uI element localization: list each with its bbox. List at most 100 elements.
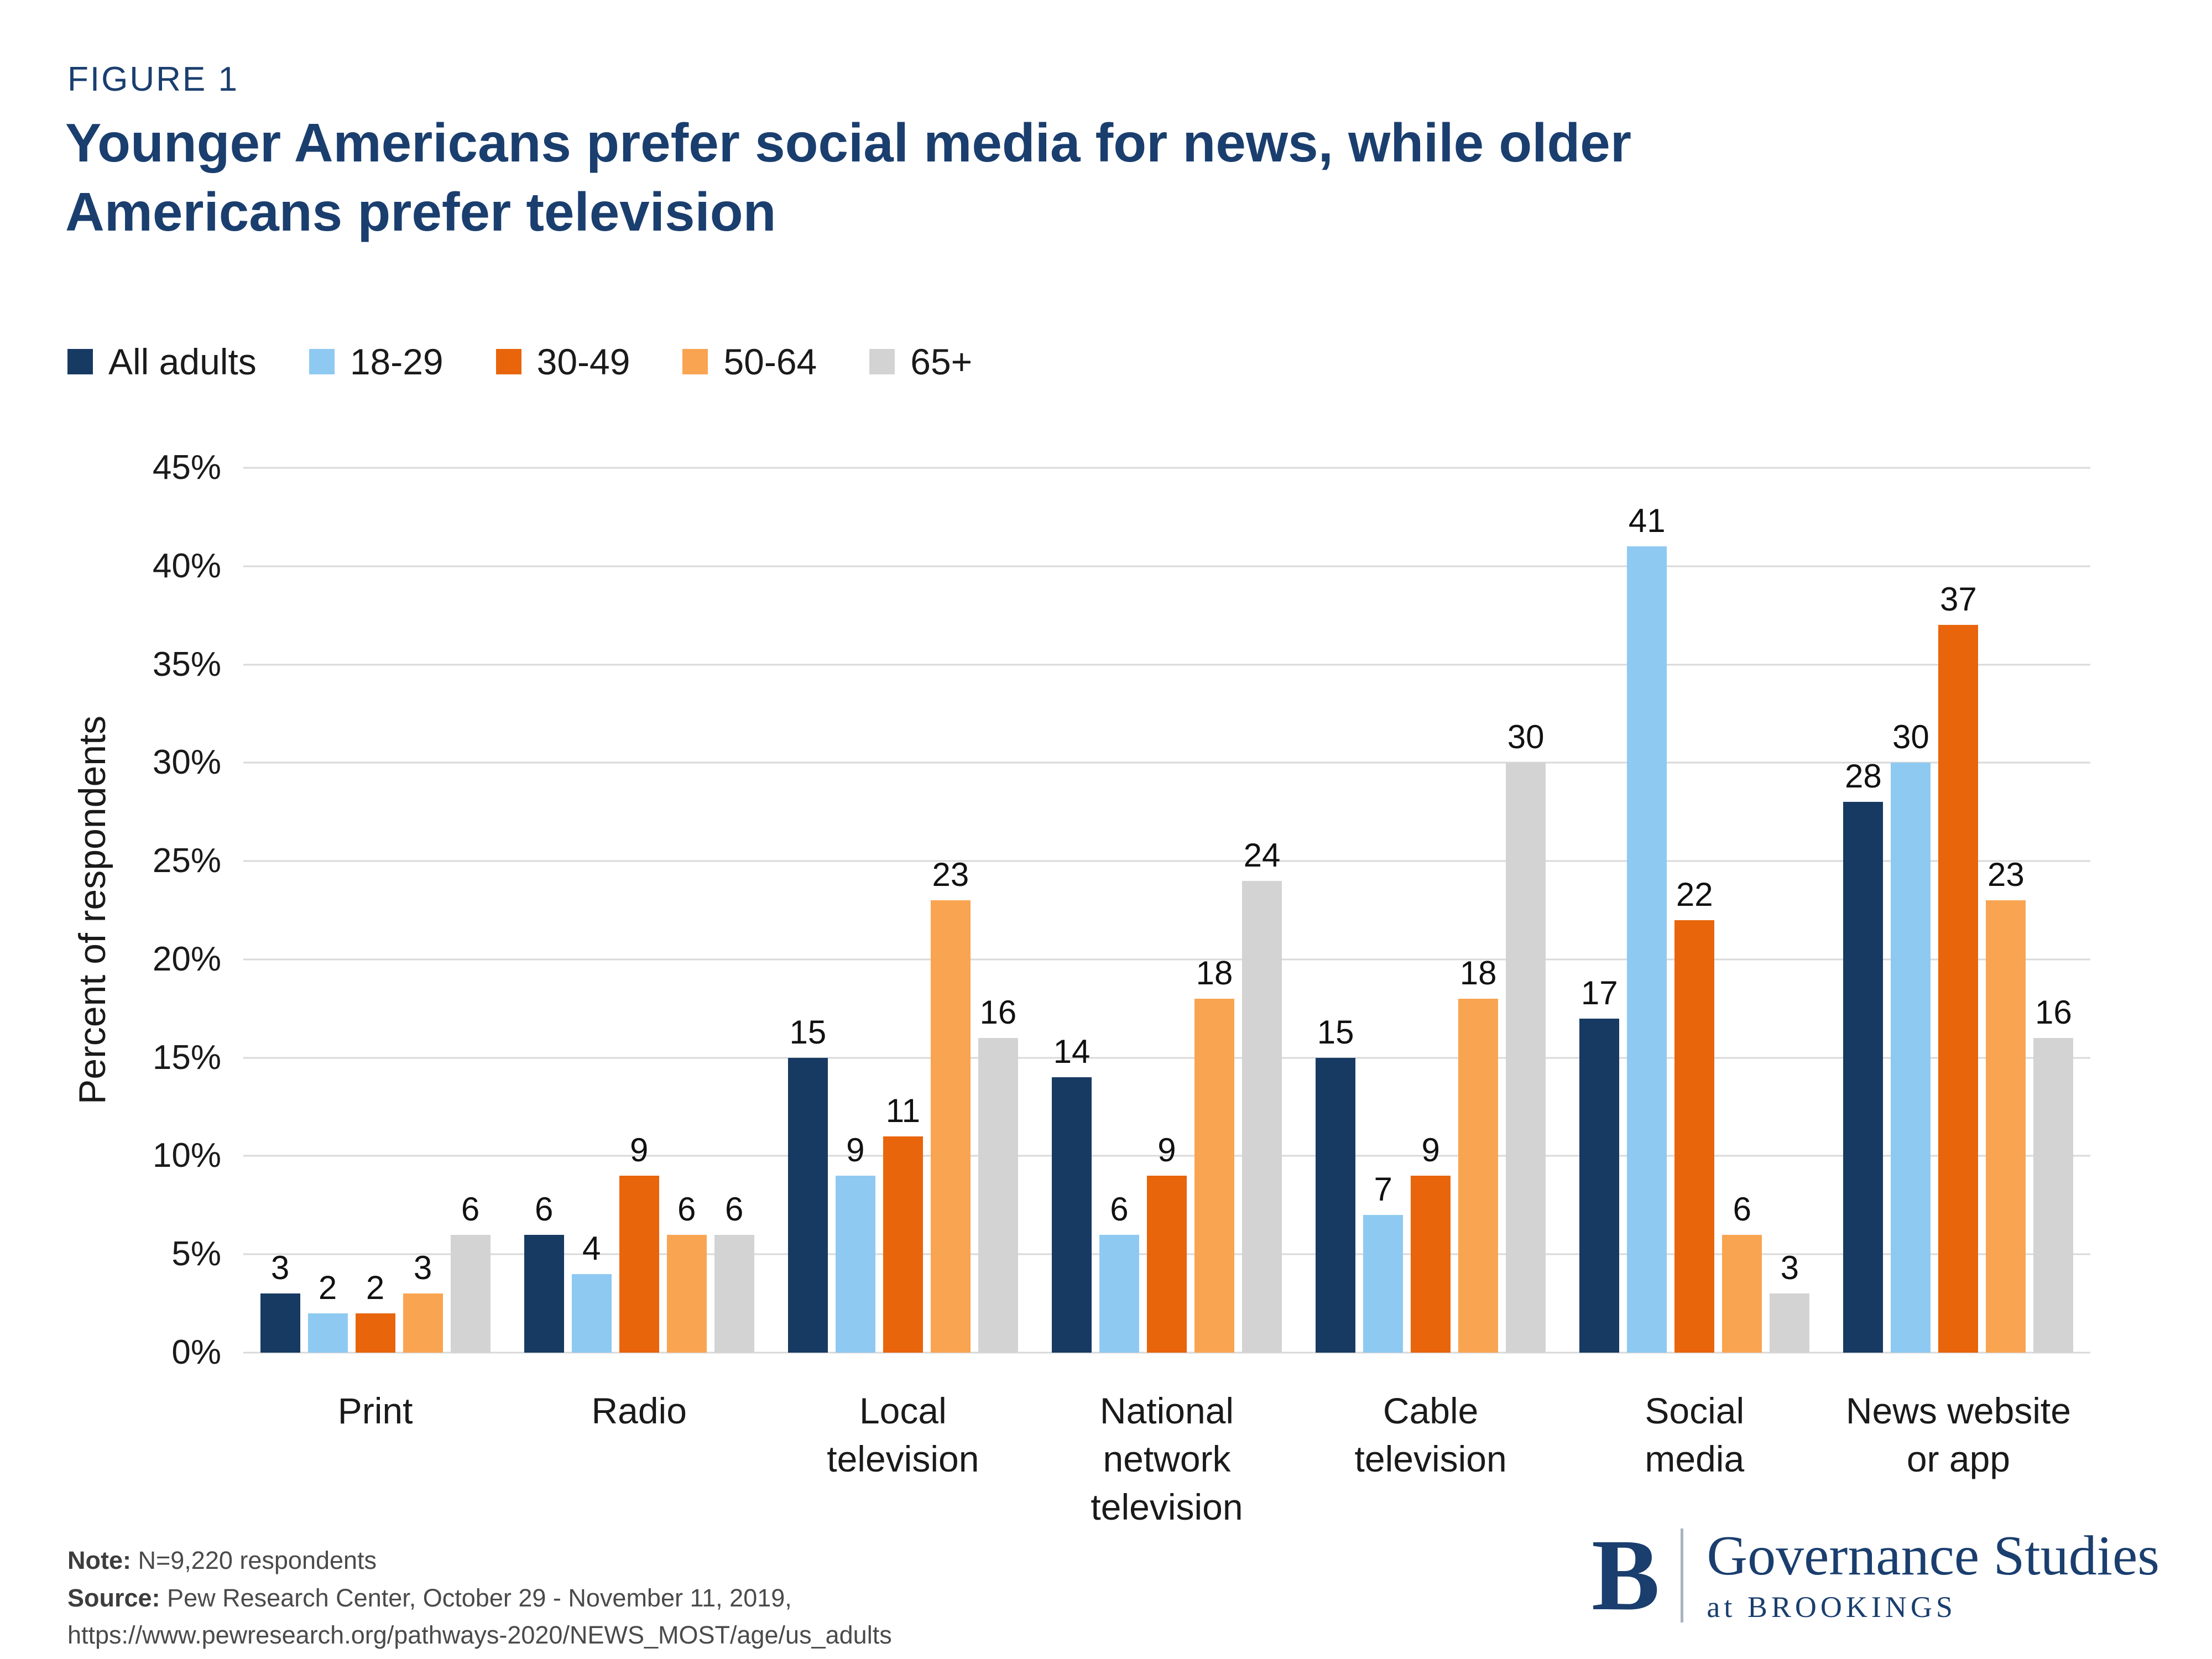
legend-swatch-65	[869, 349, 895, 374]
footnote-note-line: Note: N=9,220 respondents	[67, 1542, 1450, 1579]
bar-value-label: 16	[979, 994, 1017, 1031]
footnote-source-line: Source: Pew Research Center, October 29 …	[67, 1579, 1450, 1617]
note-text: N=9,220 respondents	[131, 1546, 377, 1574]
y-tick-label: 10%	[152, 1136, 221, 1175]
legend-item-all-adults: All adults	[67, 341, 257, 383]
bar-65-cable-television: 30	[1506, 721, 1546, 1353]
logo-divider	[1681, 1528, 1684, 1623]
legend-swatch-30-49	[495, 349, 521, 374]
bar-30-49-cable-television: 9	[1411, 1134, 1451, 1353]
gridline-45	[243, 467, 2090, 469]
figure-label: FIGURE 1	[67, 60, 239, 98]
y-tick-label: 45%	[152, 448, 221, 487]
y-tick-label: 20%	[152, 940, 221, 978]
bar-value-label: 18	[1196, 954, 1233, 992]
bar-30-49-news-website-or-app: 37	[1938, 583, 1979, 1353]
bar-30-49-local-television: 11	[883, 1094, 923, 1353]
bar-30-49-social-media: 22	[1674, 878, 1715, 1353]
gridline-0	[243, 1352, 2090, 1354]
bar-value-label: 7	[1374, 1171, 1392, 1208]
bar-value-label: 3	[413, 1249, 432, 1287]
x-axis-labels: Print Radio Local television National netwo…	[243, 1387, 2090, 1531]
bar-value-label: 6	[677, 1190, 696, 1228]
bar-group-news-website-or-app: 28 30 37 23 16	[1827, 468, 2090, 1353]
bar-value-label: 30	[1892, 718, 1929, 756]
bar-18-29-news-website-or-app: 30	[1891, 721, 1931, 1353]
bar-65-social-media: 3	[1770, 1251, 1810, 1353]
bar-18-29-local-television: 9	[835, 1134, 875, 1353]
bar-65-local-television: 16	[978, 996, 1018, 1353]
bar-50-64-news-website-or-app: 23	[1986, 858, 2026, 1353]
bar-65-national-network-television: 24	[1241, 838, 1282, 1353]
bar-value-label: 22	[1676, 875, 1713, 913]
gridline-15	[243, 1057, 2090, 1059]
bar-all-adults-local-television: 15	[787, 1015, 828, 1353]
y-tick-label: 15%	[152, 1038, 221, 1077]
x-axis-label-news-website-or-app: News website or app	[1845, 1390, 2071, 1480]
bar-all-adults-cable-television: 15	[1316, 1015, 1356, 1353]
bar-50-64-print: 3	[403, 1251, 443, 1353]
plot-area: 3 2 2 3 6 6 4 9 6 6 15 9 11 23 16 14 6 9 18 24 15 7 9 18 30 17 41 2…	[243, 467, 2090, 1354]
x-axis-label-social-media: Social media	[1645, 1390, 1745, 1480]
bar-all-adults-news-website-or-app: 28	[1843, 760, 1884, 1353]
gridline-10	[243, 1155, 2090, 1157]
bar-value-label: 6	[1110, 1190, 1129, 1228]
source-label: Source:	[67, 1583, 160, 1612]
y-tick-label: 40%	[152, 546, 221, 585]
brookings-logo-mark: B	[1592, 1519, 1660, 1632]
bar-value-label: 15	[789, 1013, 827, 1051]
bar-value-label: 23	[1987, 856, 2025, 894]
bar-value-label: 30	[1507, 718, 1545, 756]
bar-groups: 3 2 2 3 6 6 4 9 6 6 15 9 11 23 16 14 6 9 18 24 15 7 9 18 30 17 41 2…	[243, 468, 2090, 1353]
bar-value-label: 2	[318, 1269, 337, 1306]
logo-text: Governance Studies at BROOKINGS	[1707, 1526, 2159, 1624]
bar-value-label: 37	[1940, 581, 1977, 618]
bar-65-news-website-or-app: 16	[2033, 996, 2074, 1353]
bar-value-label: 17	[1580, 974, 1618, 1011]
bar-50-64-cable-television: 18	[1458, 957, 1499, 1353]
bar-65-radio: 6	[714, 1192, 754, 1353]
page-title: Younger Americans prefer social media fo…	[65, 112, 1631, 243]
y-tick-label: 5%	[171, 1235, 221, 1274]
logo-name: Governance Studies	[1707, 1524, 2159, 1587]
bar-group-social-media: 17 41 22 6 3	[1563, 468, 1827, 1353]
legend-item-50-64: 50-64	[682, 341, 817, 383]
gridline-40	[243, 565, 2090, 567]
bar-all-adults-national-network-television: 14	[1051, 1035, 1092, 1353]
chart-legend: All adults 18-29 30-49 50-64 65+	[67, 341, 972, 383]
bar-all-adults-print: 3	[260, 1251, 300, 1353]
gridline-20	[243, 958, 2090, 961]
bar-50-64-national-network-television: 18	[1194, 957, 1234, 1353]
bar-value-label: 9	[1157, 1131, 1176, 1168]
legend-label: 65+	[910, 341, 973, 382]
x-axis-label-national-network-television: National network television	[1091, 1390, 1243, 1528]
bar-50-64-social-media: 6	[1722, 1192, 1762, 1353]
bar-30-49-radio: 9	[619, 1134, 659, 1353]
legend-label: 50-64	[723, 341, 817, 382]
x-axis-label-print: Print	[337, 1390, 413, 1431]
bar-value-label: 6	[1733, 1190, 1751, 1228]
bar-value-label: 9	[630, 1131, 649, 1168]
bar-18-29-cable-television: 7	[1363, 1173, 1404, 1353]
bar-value-label: 11	[885, 1092, 920, 1129]
bar-50-64-radio: 6	[666, 1192, 707, 1353]
bar-value-label: 2	[366, 1269, 385, 1306]
brookings-logo: B Governance Studies at BROOKINGS	[1592, 1524, 2159, 1626]
bar-value-label: 9	[846, 1131, 865, 1168]
bar-value-label: 28	[1845, 758, 1882, 795]
bar-18-29-print: 2	[307, 1271, 348, 1353]
bar-value-label: 3	[270, 1249, 290, 1287]
bar-value-label: 24	[1243, 836, 1281, 874]
x-axis-label-radio: Radio	[591, 1390, 687, 1431]
logo-subtitle: at BROOKINGS	[1707, 1590, 1957, 1624]
bar-value-label: 41	[1628, 502, 1666, 540]
legend-label: 18-29	[349, 341, 444, 382]
bar-value-label: 6	[461, 1190, 480, 1228]
y-tick-label: 25%	[152, 842, 221, 880]
bar-50-64-local-television: 23	[930, 858, 971, 1353]
gridline-35	[243, 664, 2090, 666]
bar-all-adults-social-media: 17	[1579, 976, 1620, 1353]
source-text: Pew Research Center, October 29 - Novemb…	[160, 1583, 792, 1612]
